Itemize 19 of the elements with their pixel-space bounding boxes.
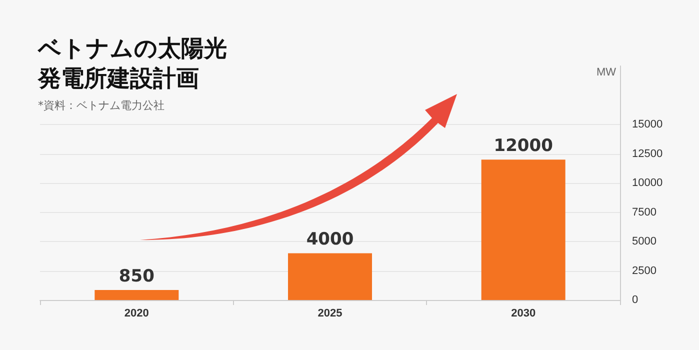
bar (481, 160, 566, 300)
data-label: 4000 (306, 230, 354, 250)
y-tick-label: 2500 (632, 264, 656, 277)
y-tick-label: 10000 (632, 177, 663, 189)
data-label: 12000 (494, 136, 554, 156)
y-tick-label: 7500 (632, 206, 656, 218)
y-tick-label: 15000 (632, 118, 663, 130)
y-axis-title: MW (596, 66, 617, 78)
y-tick-label: 5000 (632, 236, 656, 248)
chart-title: ベトナムの太陽光発電所建設計画 (38, 35, 228, 94)
y-tick-label: 0 (632, 294, 638, 306)
x-tick-label: 2020 (124, 308, 149, 320)
annotation: *資料：ベトナム電力公社 (38, 98, 164, 113)
data-label: 850 (118, 266, 155, 287)
bar (94, 290, 179, 300)
bar (288, 253, 372, 300)
y-tick-label: 12500 (632, 148, 663, 160)
x-tick-label: 2025 (318, 308, 342, 320)
x-tick-label: 2030 (511, 308, 536, 320)
